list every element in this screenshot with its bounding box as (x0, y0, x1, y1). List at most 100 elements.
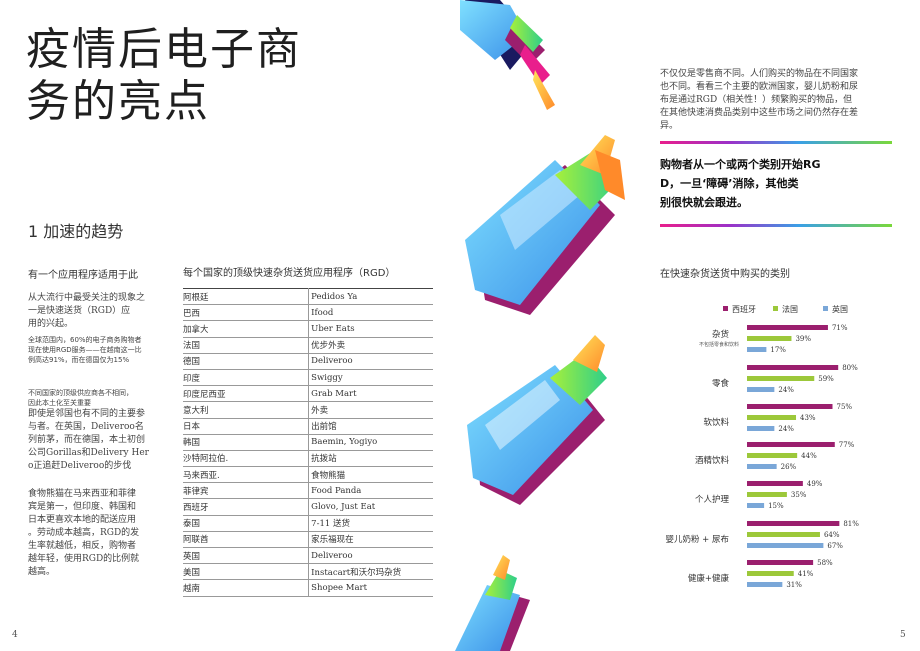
left-small-2: 不同国家的顶级供应商各不相同， 因此本土化至关重要 (28, 388, 163, 408)
bar (747, 336, 792, 341)
page-title: 疫情后电子商 务的亮点 (26, 24, 326, 128)
table-row: 巴西 Ifood (183, 304, 433, 322)
bar (747, 347, 767, 352)
page-number-right: 5 (900, 630, 906, 640)
bar (747, 582, 783, 587)
text-line: 异。 (660, 121, 679, 131)
app-cell: Food Panda (308, 482, 433, 500)
text-line: 即使是邻国也有不同的主要参 (28, 409, 146, 419)
country-cell: 印度 (183, 369, 309, 387)
app-cell: Baemin, Yogiyo (308, 434, 433, 451)
bar (747, 376, 815, 381)
legend-swatch (773, 306, 778, 311)
left-subhead: 有一个应用程序适用于此 (28, 270, 138, 281)
data-label: 58% (817, 559, 833, 567)
data-label: 17% (770, 346, 786, 354)
data-label: 80% (842, 364, 858, 372)
text-line: 食物熊猫在马来西亚和菲律 (28, 489, 137, 499)
text-line: 从大流行中最受关注的现象之 (28, 293, 146, 303)
text-line: 越高。 (28, 567, 56, 577)
country-cell: 印度尼西亚 (183, 385, 309, 403)
bar (747, 571, 794, 576)
table-row: 越南 Shopee Mart (183, 579, 433, 597)
text-line: 因此本土化至关重要 (28, 399, 91, 407)
bar (747, 415, 797, 420)
table-row: 美国 Instacart和沃尔玛杂货 (183, 563, 433, 581)
country-cell: 美国 (183, 563, 309, 581)
table-row: 印度尼西亚 Grab Mart (183, 385, 433, 403)
table-row: 西班牙 Glovo, Just Eat (183, 498, 433, 516)
app-cell: 出前馆 (308, 418, 433, 435)
app-cell: Swiggy (308, 369, 433, 387)
data-label: 31% (786, 581, 802, 589)
bar (747, 325, 828, 330)
bar (747, 560, 814, 565)
text-line: o正追赶Deliveroo的步伐 (28, 461, 132, 471)
app-cell: Instacart和沃尔玛杂货 (308, 563, 433, 581)
text-line: 全球范围内，60%的电子商务购物者 (28, 336, 142, 344)
title-line-1: 疫情后电子商 (26, 24, 302, 75)
data-label: 35% (791, 491, 807, 499)
table-row: 阿联酋 家乐福现在 (183, 531, 433, 549)
legend-label: 法国 (782, 304, 798, 314)
left-para-2: 即使是邻国也有不同的主要参 与者。在英国，Deliveroo名 列前茅，而在德国… (28, 408, 158, 473)
text-line: D，一旦‘障碍’消除，其他类 (660, 177, 799, 190)
country-cell: 菲律宾 (183, 482, 309, 500)
country-cell: 英国 (183, 547, 309, 565)
text-line: 与者。在英国，Deliveroo名 (28, 422, 144, 432)
legend-label: 英国 (832, 304, 848, 314)
table-row: 德国 Deliveroo (183, 353, 433, 370)
bottle-2 (465, 135, 625, 315)
text-line: 不同国家的顶级供应商各不相同， (28, 389, 133, 397)
text-line: 生率就越低，相反，购物者 (28, 541, 137, 551)
bottle-4 (455, 555, 530, 651)
data-label: 64% (824, 531, 840, 539)
text-line: 现在使用RGD服务——在越南这一比 (28, 346, 142, 354)
app-cell: Glovo, Just Eat (308, 498, 433, 516)
text-line: 购物者从一个或两个类别开始RG (660, 158, 821, 171)
data-label: 41% (798, 570, 814, 578)
category-label: 婴儿奶粉 + 尿布 (665, 534, 729, 545)
bar (747, 404, 833, 409)
title-line-2: 务的亮点 (26, 76, 210, 127)
app-cell: 7-11 送货 (308, 515, 433, 532)
bar (747, 481, 803, 486)
category-label: 个人护理 (695, 494, 730, 505)
app-cell: Deliveroo (308, 353, 433, 370)
table-row: 菲律宾 Food Panda (183, 482, 433, 500)
app-cell: Ifood (308, 304, 433, 322)
table-row: 英国 Deliveroo (183, 547, 433, 565)
pull-quote: 购物者从一个或两个类别开始RG D，一旦‘障碍’消除，其他类 别很快就会跟进。 (660, 155, 850, 212)
text-line: 不仅仅是零售商不同。人们购买的物品在不同国家 (660, 69, 859, 79)
app-cell: Deliveroo (308, 547, 433, 565)
category-label: 软饮料 (703, 417, 729, 428)
country-cell: 马来西亚. (183, 466, 309, 484)
baby-bottles-artwork (455, 0, 625, 651)
text-line: 例高达91%，而在德国仅为15% (28, 356, 130, 364)
data-label: 77% (839, 441, 855, 449)
data-label: 24% (778, 386, 794, 394)
table-row: 法国 优步外卖 (183, 337, 433, 354)
data-label: 81% (843, 520, 859, 528)
country-cell: 沙特阿拉伯. (183, 450, 309, 468)
left-para-3: 食物熊猫在马来西亚和菲律 宾是第一，但印度、韩国和 日本更喜欢本地的配送应用 。… (28, 488, 158, 579)
bar (747, 464, 777, 469)
country-cell: 法国 (183, 337, 309, 354)
data-label: 59% (818, 375, 834, 383)
data-label: 15% (768, 502, 784, 510)
text-line: 别很快就会跟进。 (660, 196, 748, 209)
table-row: 加拿大 Uber Eats (183, 320, 433, 338)
bar (747, 426, 775, 431)
text-line: 布是通过RGD（相关性！）频繁购买的物品，但 (660, 95, 853, 105)
table-heading: 每个国家的顶级快速杂货送货应用程序（RGD） (183, 268, 396, 279)
app-cell: 抗拨站 (308, 450, 433, 468)
data-label: 39% (795, 335, 811, 343)
right-intro: 不仅仅是零售商不同。人们购买的物品在不同国家 也不同。看看三个主要的欧洲国家，婴… (660, 68, 870, 133)
text-line: 越年轻，使用RGD的比例就 (28, 554, 140, 564)
country-cell: 泰国 (183, 515, 309, 532)
country-cell: 韩国 (183, 434, 309, 451)
text-line: 也不同。看看三个主要的欧洲国家，婴儿奶粉和尿 (660, 82, 859, 92)
text-line: 日本更喜欢本地的配送应用 (28, 515, 137, 525)
table-row: 泰国 7-11 送货 (183, 515, 433, 532)
bar (747, 365, 839, 370)
